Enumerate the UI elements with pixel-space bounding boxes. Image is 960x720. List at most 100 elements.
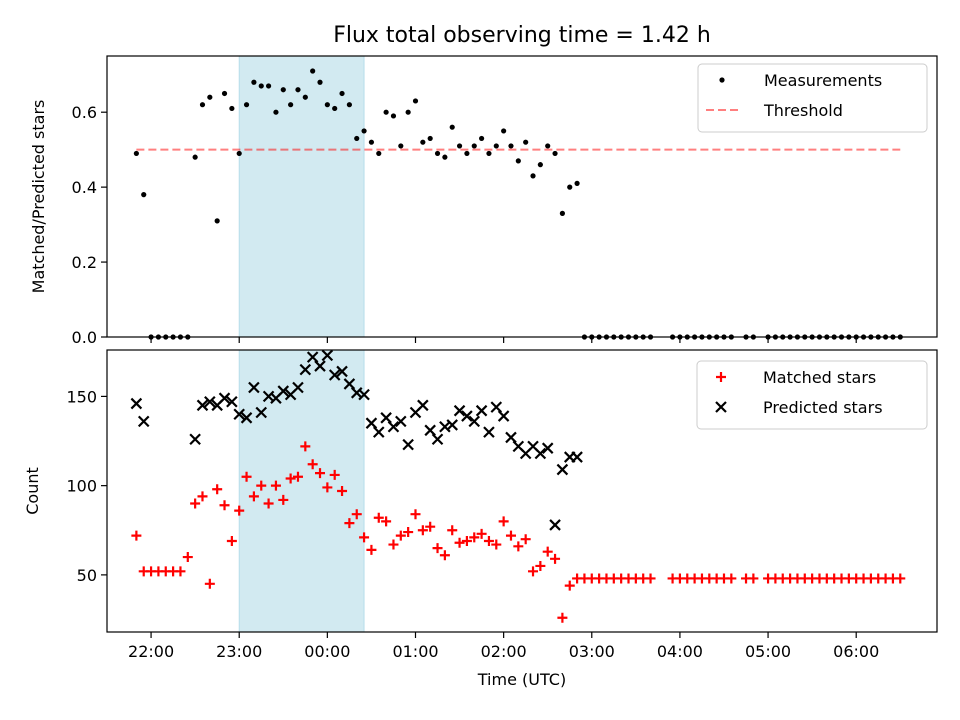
predicted-star-point	[137, 415, 150, 428]
measurement-point	[486, 150, 492, 157]
matched-star-point	[373, 512, 384, 523]
predicted-star-point	[233, 408, 245, 421]
measurement-point	[545, 143, 551, 149]
predicted-star-point	[365, 417, 378, 429]
measurement-point	[515, 158, 521, 164]
predicted-star-point	[196, 399, 209, 412]
x-tick-label: 03:00	[569, 642, 615, 661]
measurement-point	[214, 218, 220, 224]
predicted-star-point	[226, 395, 238, 408]
matched-star-point	[447, 525, 458, 536]
x-tick-label: 22:00	[128, 642, 174, 661]
matched-star-point	[505, 530, 516, 541]
predicted-star-point	[549, 519, 561, 531]
matched-star-point	[726, 573, 737, 584]
matched-star-point	[256, 480, 267, 491]
matched-star-point	[417, 525, 428, 536]
y-tick-label: 150	[66, 387, 97, 406]
x-tick-label: 06:00	[833, 642, 879, 661]
measurement-point	[265, 83, 272, 89]
matched-star-point	[263, 498, 274, 509]
predicted-star-point	[490, 401, 503, 413]
matched-star-point	[483, 535, 494, 546]
measurement-point	[317, 79, 323, 85]
predicted-star-point	[483, 426, 495, 438]
matched-star-point	[388, 539, 399, 550]
measurement-point	[243, 102, 250, 108]
measurement-point	[376, 150, 382, 157]
predicted-star-point	[321, 349, 334, 362]
predicted-star-point	[556, 463, 569, 476]
measurement-point	[383, 109, 389, 115]
measurement-point	[412, 98, 419, 104]
matched-star-point	[439, 550, 450, 561]
matched-star-point	[491, 539, 502, 550]
matched-star-point	[197, 491, 208, 502]
matched-star-point	[432, 543, 443, 554]
measurement-point	[405, 109, 411, 115]
matched-star-point	[337, 486, 348, 496]
predicted-star-point	[218, 392, 231, 404]
predicted-star-point	[372, 426, 385, 438]
matched-star-point	[461, 535, 472, 546]
x-tick-label: 00:00	[304, 642, 350, 661]
measurement-point	[530, 173, 536, 179]
matched-star-point	[410, 509, 421, 520]
measurement-point	[221, 90, 228, 97]
matched-star-point	[300, 441, 311, 452]
measurement-point	[471, 143, 477, 149]
predicted-star-point	[204, 395, 216, 408]
legend-label: Threshold	[763, 101, 843, 120]
matched-star-point	[395, 530, 406, 541]
matched-star-point	[270, 480, 281, 491]
measurement-point	[302, 94, 308, 100]
predicted-star-point	[189, 433, 201, 446]
measurement-point	[456, 143, 463, 149]
legend-label: Predicted stars	[763, 398, 883, 417]
measurement-point	[236, 150, 242, 157]
predicted-star-point	[248, 381, 260, 394]
predicted-star-point	[328, 369, 341, 381]
measurement-point	[339, 90, 345, 97]
matched-star-point	[542, 546, 553, 557]
matched-star-point	[212, 484, 223, 495]
predicted-star-point	[534, 447, 547, 460]
matched-star-point	[381, 516, 392, 527]
legend-box	[697, 63, 928, 133]
predicted-star-point	[505, 431, 517, 444]
matched-star-point	[190, 498, 201, 509]
predicted-star-point	[571, 451, 583, 463]
matched-star-point	[241, 471, 252, 482]
measurement-point	[273, 109, 279, 115]
measurement-point	[251, 79, 257, 85]
matched-star-point	[344, 518, 355, 529]
matched-star-point	[454, 537, 465, 548]
matched-star-point	[520, 534, 531, 545]
y-tick-label: 0.4	[72, 178, 97, 197]
predicted-star-point	[431, 433, 444, 446]
matched-star-point	[315, 468, 326, 479]
predicted-star-point	[130, 397, 143, 410]
measurement-point	[390, 113, 397, 119]
matched-star-point	[535, 560, 546, 571]
measurement-point	[141, 192, 147, 198]
x-axis-label: Time (UTC)	[477, 670, 566, 689]
axes-frame	[106, 349, 938, 633]
predicted-star-point	[446, 419, 458, 431]
legend-marker-measurements	[719, 77, 725, 83]
measurement-point	[207, 94, 213, 100]
matched-star-point	[557, 612, 568, 623]
measurement-point	[346, 102, 352, 108]
predicted-star-point	[299, 363, 312, 376]
matched-star-point	[645, 573, 656, 584]
matched-star-point	[528, 566, 539, 577]
measurement-point	[199, 102, 206, 108]
y-tick-label: 0.2	[72, 253, 97, 272]
axes-frame	[106, 55, 938, 338]
predicted-star-point	[336, 365, 348, 378]
x-tick-label: 05:00	[745, 642, 791, 661]
matched-star-point	[292, 471, 303, 482]
measurement-point	[280, 87, 286, 93]
predicted-star-point	[424, 424, 436, 437]
